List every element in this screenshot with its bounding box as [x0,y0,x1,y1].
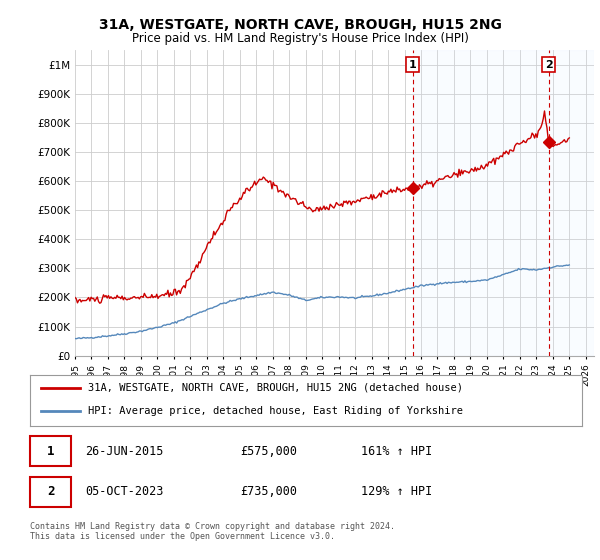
Text: 26-JUN-2015: 26-JUN-2015 [85,445,164,458]
Text: Contains HM Land Registry data © Crown copyright and database right 2024.
This d: Contains HM Land Registry data © Crown c… [30,522,395,542]
Text: HPI: Average price, detached house, East Riding of Yorkshire: HPI: Average price, detached house, East… [88,407,463,417]
Text: 05-OCT-2023: 05-OCT-2023 [85,486,164,498]
Text: 2: 2 [545,59,553,69]
Text: Price paid vs. HM Land Registry's House Price Index (HPI): Price paid vs. HM Land Registry's House … [131,32,469,45]
Text: 161% ↑ HPI: 161% ↑ HPI [361,445,433,458]
FancyBboxPatch shape [30,477,71,507]
Text: 1: 1 [409,59,416,69]
Text: 1: 1 [47,445,55,458]
Text: 31A, WESTGATE, NORTH CAVE, BROUGH, HU15 2NG: 31A, WESTGATE, NORTH CAVE, BROUGH, HU15 … [98,18,502,32]
Text: £575,000: £575,000 [240,445,297,458]
Text: £735,000: £735,000 [240,486,297,498]
Bar [413,50,594,356]
Text: 2: 2 [47,486,55,498]
Text: 129% ↑ HPI: 129% ↑ HPI [361,486,433,498]
Text: 31A, WESTGATE, NORTH CAVE, BROUGH, HU15 2NG (detached house): 31A, WESTGATE, NORTH CAVE, BROUGH, HU15 … [88,383,463,393]
FancyBboxPatch shape [30,436,71,466]
